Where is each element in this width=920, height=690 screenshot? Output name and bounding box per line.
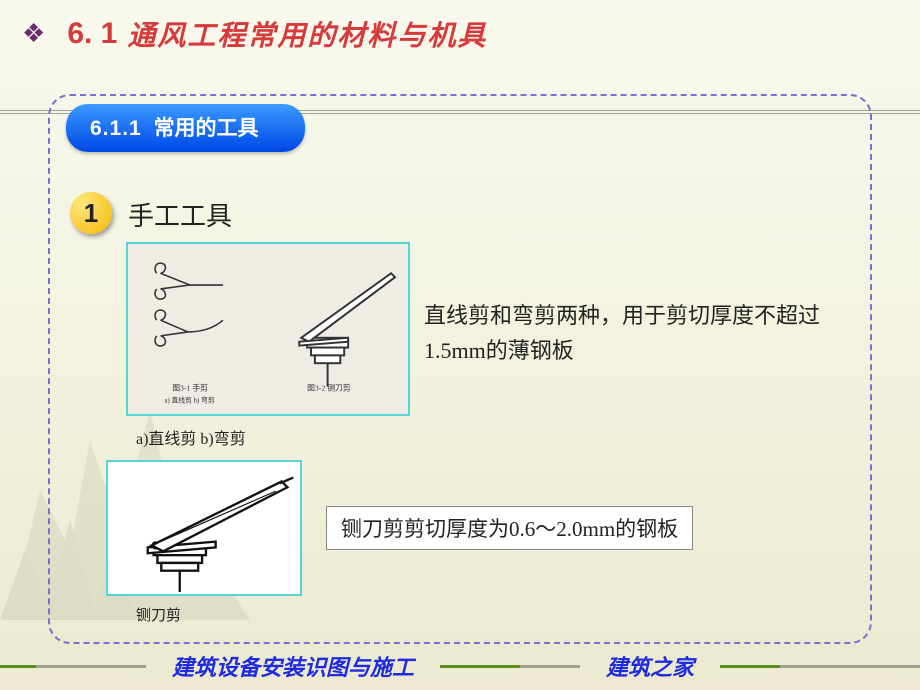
figure-hand-shears: 图3-1 手剪 a) 直线剪 b) 弯剪 图3-2 铡刀剪 — [126, 242, 410, 416]
figure1-inner-leftsub: a) 直线剪 b) 弯剪 — [164, 395, 214, 404]
figure2-caption: 铡刀剪 — [136, 604, 181, 625]
item-number: 1 — [84, 198, 98, 229]
footer-right-text: 建筑之家 — [580, 650, 720, 682]
footer-line-segment — [720, 665, 780, 668]
figure1-inner-right: 图3-2 铡刀剪 — [307, 383, 351, 393]
subsection-number: 6.1.1 — [90, 117, 142, 140]
footer-line-segment — [780, 665, 920, 668]
section-title: 通风工程常用的材料与机具 — [127, 14, 487, 54]
item-title: 手工工具 — [128, 196, 232, 233]
footer-line-segment — [440, 665, 520, 668]
footer: 建筑设备安装识图与施工 建筑之家 — [0, 650, 920, 682]
subsection-title: 常用的工具 — [154, 117, 259, 140]
footer-line-segment — [520, 665, 580, 668]
footer-line-segment — [0, 665, 36, 668]
figure1-inner-left: 图3-1 手剪 — [172, 383, 208, 393]
subsection-pill: 6.1.1 常用的工具 — [66, 104, 305, 152]
figure-guillotine-shear — [106, 460, 302, 596]
description-hand-shears: 直线剪和弯剪两种，用于剪切厚度不超过1.5mm的薄钢板 — [424, 298, 864, 368]
diamond-bullet-icon: ❖ — [22, 21, 45, 47]
figure1-caption: a)直线剪 b)弯剪 — [136, 425, 246, 449]
footer-line-segment — [36, 665, 146, 668]
footer-left-text: 建筑设备安装识图与施工 — [146, 650, 440, 682]
description-guillotine-shear: 铡刀剪剪切厚度为0.6～2.0mm的钢板 — [326, 506, 693, 550]
section-number: 6. 1 — [67, 17, 117, 51]
item-number-circle: 1 — [70, 192, 112, 234]
